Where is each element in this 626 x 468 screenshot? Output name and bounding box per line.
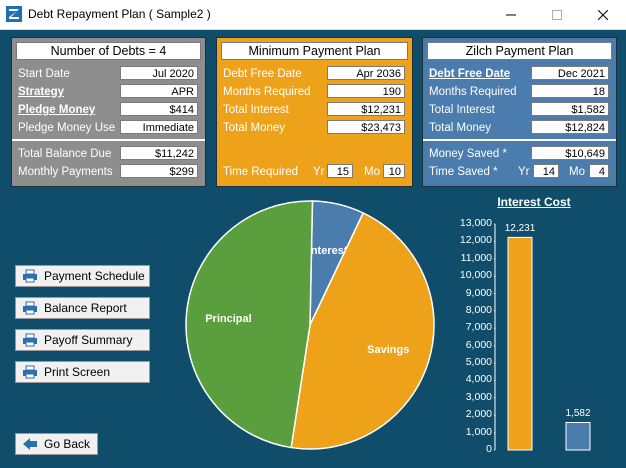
y-tick-label: 1,000 (465, 425, 492, 438)
interest-cost-title: Interest Cost (497, 195, 571, 209)
zilch-plan-title: Zilch Payment Plan (427, 42, 612, 60)
bar-zilch-plan (565, 421, 591, 451)
printer-icon (23, 301, 37, 315)
debts-panel: Number of Debts = 4 Start Date Jul 2020 … (11, 37, 206, 187)
bar-value-label: 1,582 (565, 408, 591, 420)
zilch-months-required-value: 18 (531, 84, 609, 98)
payment-schedule-label: Payment Schedule (44, 269, 145, 283)
window-title: Debt Repayment Plan ( Sample2 ) (28, 7, 211, 21)
pie-slice-principal (185, 200, 314, 449)
minimize-icon (506, 14, 516, 15)
zilch-total-interest-label: Total Interest (429, 104, 495, 116)
y-tick-label: 12,000 (459, 234, 492, 247)
print-screen-button[interactable]: Print Screen (15, 361, 150, 383)
start-date-label: Start Date (18, 68, 70, 80)
panel-divider (12, 139, 205, 141)
bar-minimum-plan (507, 236, 533, 451)
debts-panel-title: Number of Debts = 4 (16, 42, 201, 60)
time-required-label: Time Required (223, 166, 298, 178)
min-total-interest-label: Total Interest (223, 104, 289, 116)
pie-slice-savings (290, 211, 435, 450)
zilch-mo-label: Mo (569, 166, 585, 178)
pie-label-interest: Interest (308, 245, 348, 257)
min-months-value: 10 (383, 164, 405, 178)
close-button[interactable] (580, 0, 626, 29)
app-logo-icon (6, 6, 22, 22)
money-saved-label: Money Saved * (429, 148, 507, 160)
pledge-money-use-value: Immediate (120, 120, 198, 134)
y-tick-label: 5,000 (465, 356, 492, 369)
min-yr-label: Yr (313, 166, 325, 178)
min-mo-label: Mo (364, 166, 380, 178)
payoff-summary-label: Payoff Summary (44, 333, 133, 347)
zilch-plan-panel: Zilch Payment Plan Debt Free Date Dec 20… (422, 37, 617, 187)
money-saved-value: $10,649 (531, 146, 609, 160)
savings-pie-chart: Interest Savings Principal (185, 200, 435, 450)
min-total-money-value: $23,473 (327, 120, 405, 134)
pledge-money-use-label: Pledge Money Use (18, 122, 116, 134)
zilch-total-money-value: $12,824 (531, 120, 609, 134)
zilch-years-value: 14 (533, 164, 559, 178)
balance-report-label: Balance Report (44, 301, 127, 315)
min-years-value: 15 (327, 164, 353, 178)
go-back-button[interactable]: Go Back (15, 433, 98, 455)
zilch-months-value: 4 (589, 164, 609, 178)
zilch-total-interest-value: $1,582 (531, 102, 609, 116)
total-balance-value: $11,242 (120, 146, 198, 160)
interest-cost-bar-chart (494, 223, 591, 451)
time-saved-label: Time Saved * (429, 166, 498, 178)
y-tick-label: 11,000 (460, 251, 492, 264)
balance-report-button[interactable]: Balance Report (15, 297, 150, 319)
payoff-summary-button[interactable]: Payoff Summary (15, 329, 150, 351)
strategy-value: APR (120, 84, 198, 98)
zilch-total-money-label: Total Money (429, 122, 492, 134)
zilch-debt-free-date-value: Dec 2021 (531, 66, 609, 80)
printer-icon (23, 269, 37, 283)
min-debt-free-date-label: Debt Free Date (223, 68, 302, 80)
y-tick-label: 13,000 (459, 217, 492, 229)
y-tick-label: 3,000 (465, 390, 492, 403)
print-screen-label: Print Screen (44, 365, 111, 379)
y-tick-label: 0 (486, 443, 492, 455)
monthly-payments-label: Monthly Payments (18, 166, 113, 178)
min-total-interest-value: $12,231 (327, 102, 405, 116)
maximize-icon (552, 9, 562, 20)
printer-icon (23, 333, 37, 347)
pledge-money-value: $414 (120, 102, 198, 116)
back-arrow-icon (23, 438, 37, 450)
y-tick-label: 8,000 (465, 303, 492, 316)
pledge-money-link[interactable]: Pledge Money (18, 104, 96, 116)
minimum-plan-title: Minimum Payment Plan (221, 42, 408, 60)
printer-icon (23, 365, 37, 379)
zilch-debt-free-date-link[interactable]: Debt Free Date (429, 68, 511, 80)
min-months-required-value: 190 (327, 84, 405, 98)
total-balance-label: Total Balance Due (18, 148, 112, 160)
minimum-plan-panel: Minimum Payment Plan Debt Free Date Apr … (216, 37, 413, 187)
y-tick-label: 7,000 (465, 321, 492, 334)
monthly-payments-value: $299 (120, 164, 198, 178)
pie-label-principal: Principal (205, 313, 251, 325)
y-tick-label: 6,000 (465, 338, 492, 351)
pie-label-savings: Savings (367, 344, 409, 356)
y-tick-label: 2,000 (465, 408, 492, 421)
min-total-money-label: Total Money (223, 122, 286, 134)
zilch-yr-label: Yr (518, 166, 530, 178)
y-tick-label: 9,000 (465, 286, 492, 299)
go-back-label: Go Back (44, 437, 91, 451)
bar-value-label: 12,231 (504, 223, 536, 235)
panel-divider (423, 139, 616, 141)
minimize-button[interactable] (488, 0, 534, 29)
strategy-link[interactable]: Strategy (18, 86, 65, 98)
title-bar: Debt Repayment Plan ( Sample2 ) (0, 0, 626, 30)
close-icon (598, 9, 608, 20)
y-tick-label: 10,000 (459, 269, 492, 282)
start-date-value: Jul 2020 (120, 66, 198, 80)
y-tick-label: 4,000 (465, 373, 492, 386)
payment-schedule-button[interactable]: Payment Schedule (15, 265, 150, 287)
min-months-required-label: Months Required (223, 86, 311, 98)
min-debt-free-date-value: Apr 2036 (327, 66, 405, 80)
maximize-button[interactable] (534, 0, 580, 29)
zilch-months-required-label: Months Required (429, 86, 517, 98)
